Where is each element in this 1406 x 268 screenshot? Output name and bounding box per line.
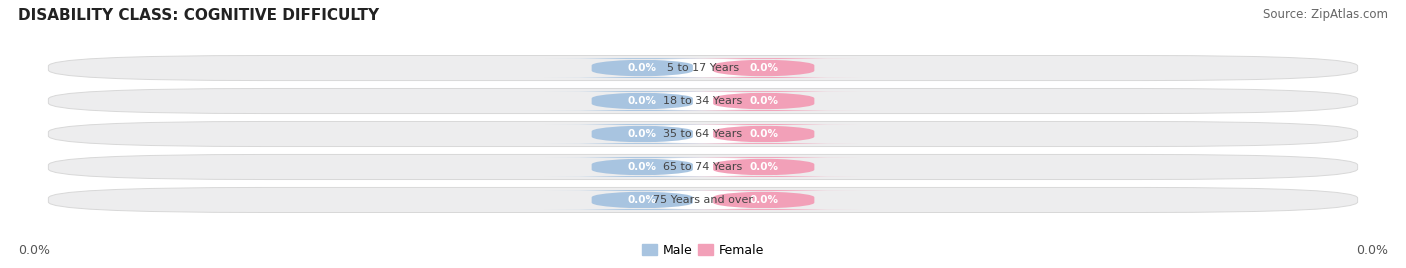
Text: 0.0%: 0.0% — [627, 63, 657, 73]
Text: 35 to 64 Years: 35 to 64 Years — [664, 129, 742, 139]
Text: 0.0%: 0.0% — [749, 162, 779, 172]
Text: 65 to 74 Years: 65 to 74 Years — [664, 162, 742, 172]
FancyBboxPatch shape — [645, 91, 761, 111]
FancyBboxPatch shape — [544, 124, 740, 144]
FancyBboxPatch shape — [48, 187, 1358, 213]
Legend: Male, Female: Male, Female — [637, 239, 769, 262]
Text: 0.0%: 0.0% — [627, 96, 657, 106]
Text: 0.0%: 0.0% — [627, 195, 657, 205]
Text: 0.0%: 0.0% — [749, 129, 779, 139]
Text: 75 Years and over: 75 Years and over — [652, 195, 754, 205]
Text: 0.0%: 0.0% — [627, 129, 657, 139]
FancyBboxPatch shape — [666, 124, 862, 144]
FancyBboxPatch shape — [666, 91, 862, 111]
Text: DISABILITY CLASS: COGNITIVE DIFFICULTY: DISABILITY CLASS: COGNITIVE DIFFICULTY — [18, 8, 380, 23]
FancyBboxPatch shape — [48, 55, 1358, 81]
FancyBboxPatch shape — [666, 190, 862, 210]
FancyBboxPatch shape — [666, 58, 862, 78]
Text: Source: ZipAtlas.com: Source: ZipAtlas.com — [1263, 8, 1388, 21]
FancyBboxPatch shape — [666, 157, 862, 177]
FancyBboxPatch shape — [544, 157, 740, 177]
Text: 0.0%: 0.0% — [749, 63, 779, 73]
FancyBboxPatch shape — [645, 124, 761, 144]
Text: 5 to 17 Years: 5 to 17 Years — [666, 63, 740, 73]
Text: 0.0%: 0.0% — [749, 195, 779, 205]
FancyBboxPatch shape — [48, 154, 1358, 180]
FancyBboxPatch shape — [645, 58, 761, 78]
FancyBboxPatch shape — [544, 190, 740, 210]
FancyBboxPatch shape — [645, 190, 761, 210]
Text: 0.0%: 0.0% — [18, 244, 51, 257]
Text: 0.0%: 0.0% — [627, 162, 657, 172]
Text: 0.0%: 0.0% — [749, 96, 779, 106]
FancyBboxPatch shape — [544, 91, 740, 111]
FancyBboxPatch shape — [48, 121, 1358, 147]
FancyBboxPatch shape — [48, 88, 1358, 114]
Text: 0.0%: 0.0% — [1355, 244, 1388, 257]
FancyBboxPatch shape — [645, 157, 761, 177]
Text: 18 to 34 Years: 18 to 34 Years — [664, 96, 742, 106]
FancyBboxPatch shape — [544, 58, 740, 78]
